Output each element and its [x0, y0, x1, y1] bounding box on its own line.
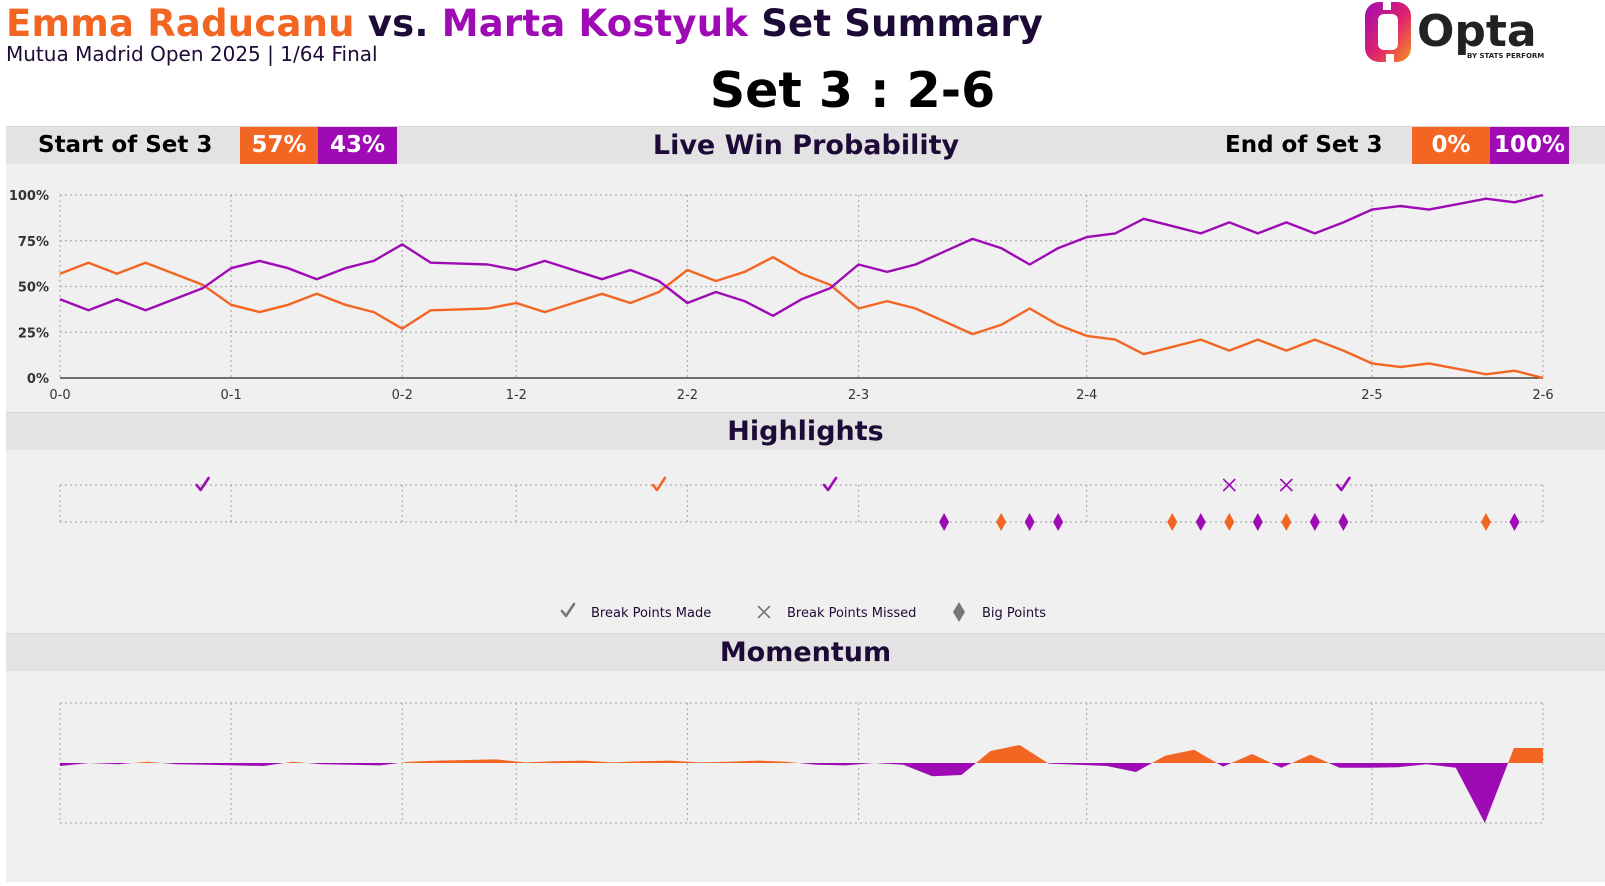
opta-logo: Opta BY STATS PERFORM — [1365, 0, 1565, 66]
x-tick-label: 2-6 — [1532, 388, 1553, 403]
chart-title: Emma Raducanu vs. Marta Kostyuk Set Summ… — [6, 2, 1043, 45]
big-point-marker — [1252, 513, 1263, 531]
big-point-marker — [996, 513, 1007, 531]
win-probability-chart: 0% 25% 50% 75% 100% 0-0 0-1 0-2 1-2 2-2 2-3 2-4 2-5 2… — [9, 189, 1554, 403]
y-tick-label: 100% — [9, 189, 49, 204]
x-tick-label: 2-3 — [848, 388, 869, 403]
big-point-marker — [1338, 513, 1349, 531]
logo-subtext: BY STATS PERFORM — [1467, 52, 1544, 60]
momentum-bar: Momentum — [6, 633, 1605, 672]
win-probability-panel: 0% 25% 50% 75% 100% 0-0 0-1 0-2 1-2 2-2 2-3 2-4 2-5 2… — [6, 164, 1605, 413]
logo-wordmark: Opta — [1417, 6, 1537, 57]
check-icon — [560, 602, 576, 618]
big-point-marker — [939, 513, 950, 531]
x-tick-label: 1-2 — [506, 388, 527, 403]
start-prob-player1: 57% — [240, 127, 318, 164]
break-point-made-marker — [195, 476, 210, 492]
x-tick-label: 0-2 — [392, 388, 413, 403]
break-point-made-marker — [651, 476, 667, 492]
break-point-made-marker — [1336, 476, 1351, 492]
momentum-area-player2 — [60, 763, 1543, 823]
vs-text: vs. — [367, 2, 429, 45]
big-point-marker — [1281, 513, 1292, 531]
highlights-bar: Highlights — [6, 412, 1605, 451]
subtitle: Mutua Madrid Open 2025 | 1/64 Final — [6, 42, 378, 66]
series-line-player1 — [59, 255, 1544, 380]
break-point-missed-marker — [1279, 478, 1293, 492]
highlights-panel: Break Points Made Break Points Missed Big … — [6, 450, 1605, 633]
break-point-missed-marker — [1222, 478, 1236, 492]
y-tick-label: 25% — [18, 326, 49, 341]
player1-name: Emma Raducanu — [6, 2, 355, 45]
big-point-marker — [1309, 513, 1320, 531]
momentum-panel — [6, 671, 1605, 882]
diamond-icon — [953, 602, 965, 622]
end-of-set-label: End of Set 3 — [1225, 132, 1383, 158]
momentum-title: Momentum — [719, 637, 892, 668]
y-tick-label: 0% — [27, 372, 49, 387]
big-point-marker — [1480, 513, 1491, 531]
win-probability-title: Live Win Probability — [652, 130, 960, 161]
start-of-set-label: Start of Set 3 — [38, 132, 213, 158]
y-tick-label: 50% — [18, 281, 49, 296]
momentum-area-player1 — [60, 745, 1543, 763]
big-point-marker — [1024, 513, 1035, 531]
momentum-chart — [59, 702, 1544, 824]
start-prob-player2: 43% — [318, 127, 397, 164]
legend-label: Break Points Missed — [787, 606, 916, 621]
legend-label: Big Points — [982, 606, 1046, 621]
opta-logo-icon: Opta BY STATS PERFORM — [1365, 0, 1544, 64]
x-tick-label: 2-4 — [1076, 388, 1097, 403]
set-score: Set 3 : 2-6 — [709, 62, 996, 119]
x-tick-label: 2-2 — [677, 388, 698, 403]
title-suffix: Set Summary — [761, 2, 1044, 45]
highlights-chart: Break Points Made Break Points Missed Big … — [59, 476, 1544, 622]
big-point-marker — [1509, 513, 1520, 531]
big-point-marker — [1224, 513, 1235, 531]
x-tick-label: 0-1 — [220, 388, 241, 403]
break-point-made-marker — [822, 476, 838, 492]
big-point-marker — [1167, 513, 1178, 531]
series-line-player2 — [59, 193, 1544, 318]
end-prob-player1: 0% — [1412, 127, 1490, 164]
y-tick-label: 75% — [18, 235, 49, 250]
x-tick-label: 2-5 — [1361, 388, 1382, 403]
cross-icon — [757, 605, 771, 619]
big-point-marker — [1053, 513, 1064, 531]
end-prob-player2: 100% — [1490, 127, 1569, 164]
legend-label: Break Points Made — [591, 606, 711, 621]
x-tick-label: 0-0 — [49, 388, 70, 403]
big-point-marker — [1195, 513, 1206, 531]
highlights-title: Highlights — [727, 416, 884, 447]
player2-name: Marta Kostyuk — [441, 2, 749, 45]
win-probability-bar: Start of Set 3 57% 43% Live Win Probabil… — [6, 126, 1605, 165]
